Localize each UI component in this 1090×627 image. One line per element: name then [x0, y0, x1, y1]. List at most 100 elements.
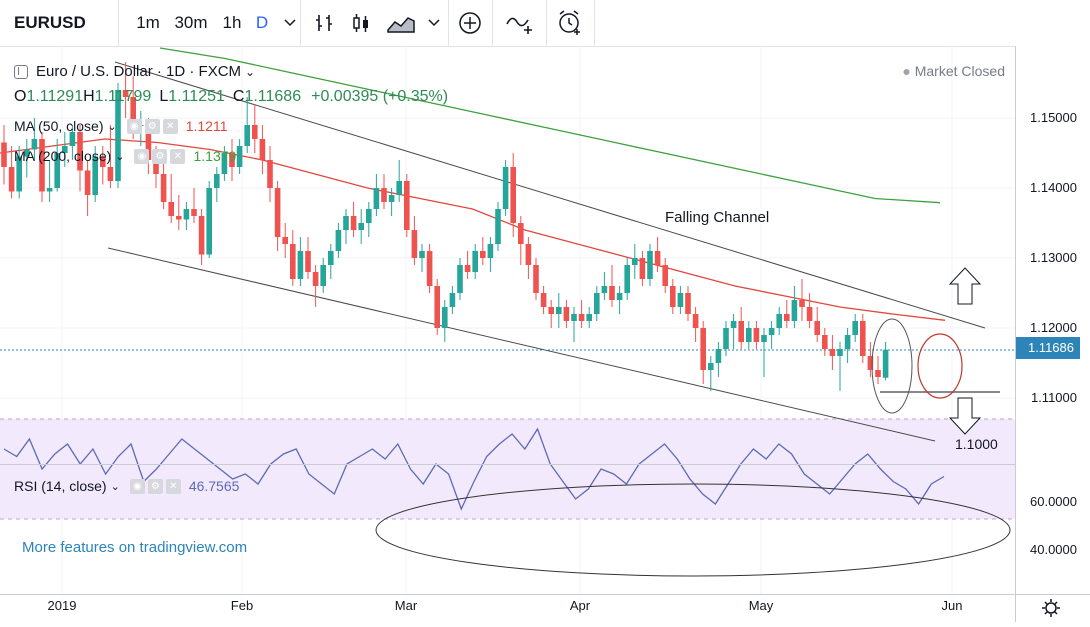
area-chart-icon[interactable]	[382, 0, 420, 46]
ma50-label: MA (50, close)	[14, 118, 104, 134]
rsi-level-tick: 40.0000	[1030, 542, 1077, 557]
bars-icon[interactable]	[310, 0, 340, 46]
indicator-controls: ◉ ⚙ ✕	[134, 148, 186, 164]
close-label: C	[232, 88, 245, 105]
eye-icon[interactable]: ◉	[134, 148, 150, 164]
candle-body	[297, 251, 304, 279]
candle-body	[305, 251, 311, 272]
candle-body	[692, 314, 699, 328]
timeframe-d[interactable]: D	[255, 13, 269, 32]
chart-settings[interactable]	[1015, 594, 1090, 622]
close-icon[interactable]: ✕	[170, 148, 186, 164]
candle-body	[31, 139, 38, 150]
candle-body	[746, 328, 752, 342]
channel-upper-line	[114, 61, 986, 329]
candle-body	[388, 195, 395, 202]
candle-body	[677, 293, 684, 307]
chevron-down-icon[interactable]: ⌄	[245, 64, 256, 79]
top-toolbar: EURUSD 1m 30m 1h D	[0, 0, 1090, 47]
candle-body	[404, 181, 410, 230]
gear-icon[interactable]: ⚙	[152, 148, 168, 164]
toolbar-divider	[546, 0, 548, 46]
chevron-down-icon[interactable]	[280, 0, 300, 46]
time-axis[interactable]: 2019 Feb Mar Apr May Jun	[0, 594, 1015, 622]
candle-body	[852, 321, 858, 335]
time-tick: Mar	[394, 598, 418, 613]
pane-separator[interactable]	[0, 464, 1015, 465]
symbol-search[interactable]: EURUSD	[14, 13, 86, 32]
toolbar-divider	[594, 0, 596, 46]
candle-body	[39, 139, 45, 192]
eye-icon[interactable]: ◉	[129, 478, 145, 494]
candle-body	[510, 167, 516, 223]
close-icon[interactable]: ✕	[162, 118, 178, 134]
candle-body	[609, 286, 615, 300]
candle-body	[62, 146, 68, 153]
highlight-ellipse-gray	[871, 318, 913, 414]
candle-body	[449, 293, 456, 307]
candle-body	[221, 153, 228, 174]
candle-body	[837, 349, 843, 356]
price-tick: 1.13000	[1030, 250, 1077, 265]
candle-body	[153, 160, 159, 174]
candle-body	[700, 328, 706, 370]
candle-body	[875, 370, 881, 377]
candles-icon[interactable]	[346, 0, 376, 46]
price-axis[interactable]: 1.15000 1.14000 1.13000 1.12000 1.11000 …	[1015, 46, 1090, 594]
chevron-down-icon[interactable]: ⌄	[107, 120, 117, 133]
gear-icon[interactable]	[1016, 595, 1090, 622]
candle-body	[708, 363, 714, 370]
candle-body	[525, 244, 532, 265]
candle-body	[761, 335, 767, 342]
candle-body	[343, 216, 349, 230]
promo-link[interactable]: More features on tradingview.com	[22, 539, 248, 556]
timeframe-1m[interactable]: 1m	[136, 13, 160, 32]
timeframe-1h[interactable]: 1h	[222, 13, 242, 32]
candle-body	[122, 90, 129, 97]
candle-body	[84, 170, 91, 195]
compare-icon[interactable]	[500, 0, 540, 46]
chart-canvas[interactable]	[0, 46, 1015, 594]
timeframe-30m[interactable]: 30m	[174, 13, 208, 32]
close-icon[interactable]: ✕	[165, 478, 181, 494]
ma50-legend[interactable]: MA (50, close) ⌄ ◉ ⚙ ✕ 1.1211	[14, 118, 227, 134]
legend-title[interactable]: Euro / U.S. Dollar · 1D · FXCM	[36, 63, 242, 80]
candle-body	[540, 293, 547, 307]
candle-body	[426, 251, 433, 286]
candle-body	[616, 293, 623, 300]
eye-icon[interactable]: ◉	[126, 118, 142, 134]
chevron-down-icon[interactable]	[424, 0, 444, 46]
candle-body	[312, 272, 319, 286]
market-status-text: Market Closed	[914, 63, 1005, 79]
ma200-legend[interactable]: MA (200, close) ⌄ ◉ ⚙ ✕ 1.1379	[14, 148, 236, 164]
gear-icon[interactable]: ⚙	[147, 478, 163, 494]
candle-body	[624, 265, 630, 293]
candle-body	[601, 286, 608, 293]
high-value: 1.11799	[94, 88, 152, 105]
candle-body	[829, 349, 836, 356]
ma50-value: 1.1211	[185, 118, 228, 134]
candle-body	[799, 300, 805, 307]
add-indicator-icon[interactable]	[454, 0, 486, 46]
target-label[interactable]: 1.1000	[955, 436, 998, 452]
current-price-tag: 1.11686	[1016, 337, 1080, 359]
rsi-legend[interactable]: RSI (14, close) ⌄ ◉ ⚙ ✕ 46.7565	[14, 478, 239, 494]
price-tick: 1.12000	[1030, 320, 1077, 335]
chevron-down-icon[interactable]: ⌄	[110, 480, 120, 493]
chevron-down-icon[interactable]: ⌄	[115, 150, 125, 163]
ma50-line	[0, 138, 946, 321]
gear-icon[interactable]: ⚙	[144, 118, 160, 134]
chart-pane[interactable]	[0, 46, 1015, 594]
candle-body	[335, 230, 342, 251]
candle-body	[464, 265, 471, 272]
candle-body	[806, 307, 813, 321]
time-tick: Feb	[230, 598, 254, 613]
falling-channel-label[interactable]: Falling Channel	[665, 209, 770, 226]
time-tick: Apr	[569, 598, 591, 613]
candle-body	[8, 167, 15, 192]
alert-clock-icon[interactable]	[552, 0, 588, 46]
toolbar-divider	[300, 0, 302, 46]
candle-body	[647, 251, 653, 279]
candle-body	[100, 156, 106, 167]
rsi-band	[0, 419, 1015, 519]
